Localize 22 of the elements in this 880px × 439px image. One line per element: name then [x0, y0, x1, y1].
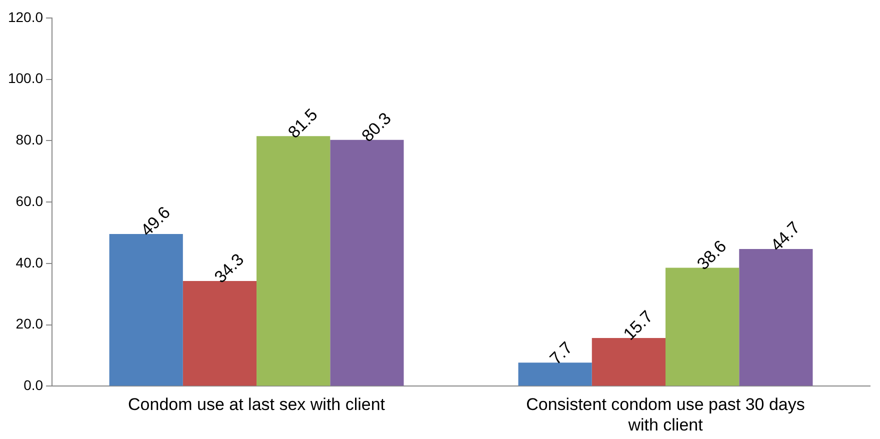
x-tick-label: Consistent condom use past 30 days with client — [526, 395, 805, 434]
y-tick-label: 0.0 — [24, 377, 44, 394]
data-label: 80.3 — [358, 108, 395, 146]
bar — [592, 338, 666, 386]
y-tick-label: 80.0 — [16, 132, 44, 148]
y-tick-label: 60.0 — [16, 192, 44, 209]
bar — [518, 362, 592, 386]
data-label: 34.3 — [210, 250, 248, 287]
y-tick-label: 120.0 — [8, 8, 44, 25]
data-label: 7.7 — [546, 338, 576, 368]
y-tick-label: 100.0 — [8, 70, 44, 86]
data-label: 38.6 — [693, 236, 730, 274]
bar — [739, 249, 813, 386]
bar — [256, 136, 330, 386]
x-tick-label: Condom use at last sex with client — [128, 395, 386, 414]
bar — [666, 268, 740, 386]
data-label: 49.6 — [137, 202, 174, 240]
y-tick-label: 40.0 — [16, 254, 44, 270]
y-tick-label: 20.0 — [16, 316, 44, 332]
bar — [330, 140, 404, 386]
bar — [182, 280, 257, 386]
bar — [109, 234, 183, 386]
